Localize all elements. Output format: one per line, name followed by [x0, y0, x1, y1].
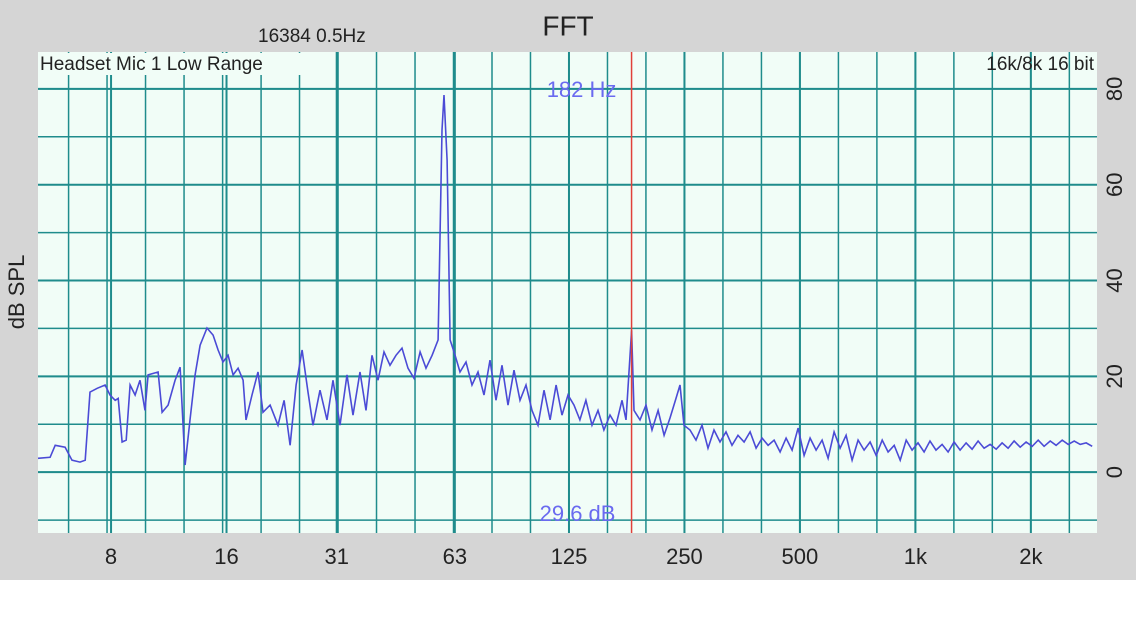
x-tick-label: 31	[324, 544, 348, 569]
y-tick-label: 60	[1102, 172, 1127, 196]
cursor-level: 29.6 dB	[540, 501, 616, 526]
x-tick-label: 16	[214, 544, 238, 569]
y-tick-label: 0	[1102, 466, 1127, 478]
x-tick-label: 250	[666, 544, 703, 569]
format-label: 16k/8k 16 bit	[986, 54, 1094, 75]
chart-title: FFT	[542, 10, 593, 41]
plot-area	[37, 52, 1097, 533]
x-tick-label: 125	[551, 544, 588, 569]
label-backdrop	[38, 53, 328, 75]
fft-settings: 16384 0.5Hz	[258, 26, 366, 47]
plot-background	[38, 52, 1097, 533]
x-tick-label: 1k	[904, 544, 928, 569]
cursor-frequency: 182 Hz	[547, 77, 617, 102]
source-label: Headset Mic 1 Low Range	[40, 54, 263, 75]
x-tick-label: 500	[782, 544, 819, 569]
spectrum-line	[37, 95, 1093, 466]
y-axis-label: dB SPL	[4, 255, 29, 330]
x-tick-label: 2k	[1019, 544, 1043, 569]
x-tick-label: 63	[443, 544, 467, 569]
y-tick-label: 40	[1102, 268, 1127, 292]
y-tick-label: 20	[1102, 364, 1127, 388]
y-tick-label: 80	[1102, 77, 1127, 101]
x-tick-label: 8	[105, 544, 117, 569]
